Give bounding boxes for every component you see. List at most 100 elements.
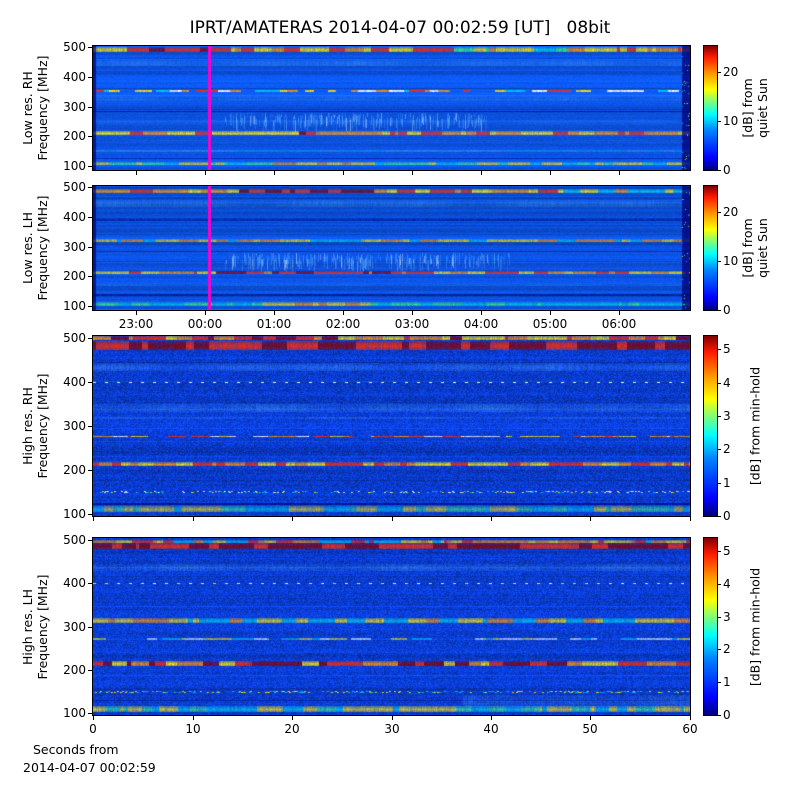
x-tick-label: 05:00 — [532, 317, 568, 331]
y-tick-label: 400 — [63, 70, 86, 84]
colorbar-high-res-rh — [703, 335, 718, 517]
y-tick-label: 500 — [63, 331, 86, 345]
x-tick-mark — [550, 171, 551, 175]
y-tick-label: 300 — [63, 419, 86, 433]
y-tick-label: 300 — [63, 620, 86, 634]
colorbar-label-low-res-lh: [dB] from quiet Sun — [740, 218, 770, 278]
y-tick-mark — [88, 107, 92, 108]
colorbar-label-line: [dB] from — [740, 78, 755, 138]
y-tick-mark — [88, 470, 92, 471]
x-tick-mark — [292, 517, 293, 521]
xlabel-line1: Seconds from — [33, 742, 119, 757]
x-tick-mark — [481, 311, 482, 315]
y-tick-label: 100 — [63, 507, 86, 521]
y-tick-mark — [88, 217, 92, 218]
colorbar-label-high-res-rh: [dB] from min-hold — [748, 367, 763, 485]
y-tick-mark — [88, 187, 92, 188]
colorbar-tick-label: 1 — [723, 476, 731, 490]
colorbar-tick-mark — [718, 584, 721, 585]
colorbar-label-line: quiet Sun — [755, 78, 770, 138]
colorbar-tick-mark — [718, 715, 721, 716]
y-tick-label: 300 — [63, 100, 86, 114]
colorbar-label-low-res-rh: [dB] from quiet Sun — [740, 78, 770, 138]
x-tick-mark — [193, 716, 194, 720]
x-tick-label: 10 — [185, 722, 201, 736]
x-tick-label: 0 — [89, 722, 97, 736]
x-tick-label: 06:00 — [601, 317, 637, 331]
y-tick-label: 500 — [63, 40, 86, 54]
x-tick-label: 20 — [284, 722, 300, 736]
x-tick-mark — [93, 716, 94, 720]
y-tick-label: 200 — [63, 463, 86, 477]
colorbar-label-line: [dB] from min-hold — [747, 567, 763, 686]
x-tick-label: 60 — [682, 722, 698, 736]
x-tick-mark — [392, 517, 393, 521]
spectrogram-canvas-low-res-rh — [93, 46, 690, 170]
x-tick-mark — [481, 171, 482, 175]
y-tick-mark — [88, 306, 92, 307]
x-tick-mark — [274, 171, 275, 175]
spectrogram-canvas-low-res-lh — [93, 186, 690, 310]
colorbar-tick-label: 20 — [723, 65, 739, 79]
colorbar-tick-label: 4 — [723, 577, 731, 591]
x-tick-mark — [343, 171, 344, 175]
xlabel-line2: 2014-04-07 00:02:59 — [23, 760, 156, 775]
y-tick-mark — [88, 247, 92, 248]
colorbar-tick-mark — [718, 483, 721, 484]
colorbar-tick-label: 0 — [723, 509, 731, 523]
colorbar-tick-label: 1 — [723, 675, 731, 689]
y-tick-label: 400 — [63, 576, 86, 590]
x-tick-label: 00:00 — [187, 317, 223, 331]
y-axis-label-line: High res. RH — [20, 387, 35, 465]
y-tick-label: 400 — [63, 375, 86, 389]
y-tick-mark — [88, 276, 92, 277]
y-tick-mark — [88, 382, 92, 383]
x-tick-mark — [590, 716, 591, 720]
y-tick-label: 200 — [63, 129, 86, 143]
colorbar-high-res-lh — [703, 537, 718, 716]
plot-title: IPRT/AMATERAS 2014-04-07 00:02:59 [UT] 0… — [189, 18, 611, 38]
y-tick-label: 300 — [63, 240, 86, 254]
colorbar-tick-mark — [718, 416, 721, 417]
y-axis-label-high-res-lh: High res. LH Frequency [MHz] — [20, 574, 50, 679]
colorbar-tick-mark — [718, 617, 721, 618]
y-tick-mark — [88, 136, 92, 137]
y-tick-mark — [88, 426, 92, 427]
colorbar-low-res-lh — [703, 185, 718, 311]
x-tick-mark — [550, 311, 551, 315]
y-tick-label: 200 — [63, 663, 86, 677]
y-tick-mark — [88, 583, 92, 584]
spectrogram-panel-low-res-rh — [92, 45, 691, 171]
colorbar-tick-label: 5 — [723, 544, 731, 558]
y-axis-label-line: Frequency [MHz] — [35, 195, 50, 301]
y-tick-mark — [88, 77, 92, 78]
colorbar-tick-mark — [718, 170, 721, 171]
colorbar-tick-label: 10 — [723, 114, 739, 128]
y-tick-label: 100 — [63, 299, 86, 313]
colorbar-label-line: [dB] from min-hold — [747, 366, 763, 486]
x-tick-mark — [491, 716, 492, 720]
spectrogram-panel-low-res-lh — [92, 185, 691, 311]
x-tick-mark — [690, 517, 691, 521]
y-axis-label-low-res-lh: Low res. LH Frequency [MHz] — [20, 195, 50, 300]
x-tick-mark — [343, 311, 344, 315]
x-tick-mark — [392, 716, 393, 720]
x-tick-mark — [193, 517, 194, 521]
y-tick-label: 100 — [63, 159, 86, 173]
x-tick-label: 50 — [582, 722, 598, 736]
x-tick-mark — [412, 311, 413, 315]
y-axis-label-line: Low res. RH — [20, 71, 35, 145]
colorbar-tick-mark — [718, 551, 721, 552]
colorbar-tick-label: 5 — [723, 342, 731, 356]
colorbar-tick-mark — [718, 682, 721, 683]
x-tick-label: 30 — [384, 722, 400, 736]
colorbar-tick-mark — [718, 72, 721, 73]
y-tick-mark — [88, 166, 92, 167]
x-tick-mark — [93, 517, 94, 521]
colorbar-tick-label: 20 — [723, 205, 739, 219]
colorbar-tick-mark — [718, 516, 721, 517]
y-tick-mark — [88, 514, 92, 515]
x-tick-label: 01:00 — [256, 317, 292, 331]
y-axis-label-line: High res. LH — [20, 588, 35, 665]
